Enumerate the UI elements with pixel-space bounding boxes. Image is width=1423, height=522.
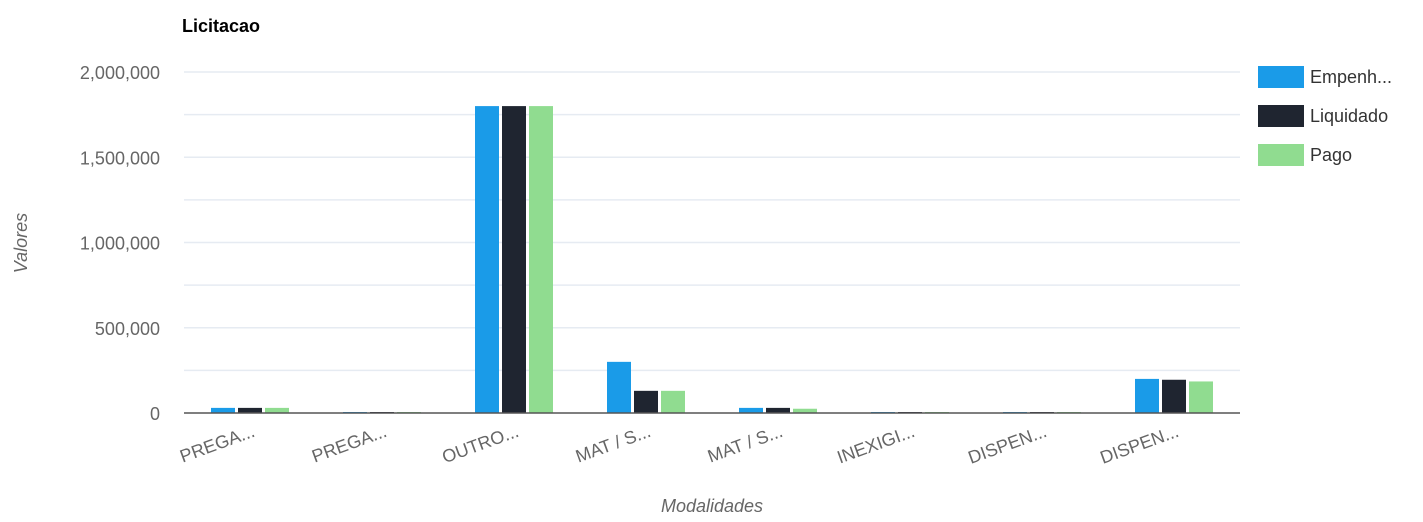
bar[interactable] (1135, 378, 1159, 413)
y-tick-label: 1,000,000 (80, 234, 160, 254)
x-tick-label: MAT / S... (705, 421, 785, 467)
grid-lines (184, 71, 1240, 372)
chart-title: Licitacao (182, 16, 260, 36)
bar[interactable] (634, 390, 658, 413)
bar[interactable] (739, 407, 763, 413)
legend-label[interactable]: Empenh... (1310, 67, 1392, 87)
bar[interactable] (502, 106, 526, 413)
x-tick-label: MAT / S... (573, 421, 653, 467)
legend: Empenh... Liquidado Pago (1258, 66, 1392, 166)
y-tick-label: 1,500,000 (80, 148, 160, 168)
bar[interactable] (1189, 381, 1213, 413)
legend-swatch (1258, 66, 1304, 88)
bars (211, 106, 1213, 413)
bar[interactable] (1162, 379, 1186, 413)
bar[interactable] (475, 106, 499, 413)
y-tick-label: 500,000 (95, 319, 160, 339)
legend-swatch (1258, 144, 1304, 166)
bar[interactable] (265, 407, 289, 413)
y-tick-label: 2,000,000 (80, 63, 160, 83)
legend-label[interactable]: Pago (1310, 145, 1352, 165)
bar[interactable] (607, 361, 631, 413)
x-axis-categories: PREGA... PREGA... OUTRO... MAT / S... MAT / … (177, 421, 1181, 468)
bar[interactable] (238, 407, 262, 413)
y-axis-ticks: 0 500,000 1,000,000 1,500,000 2,000,000 (80, 63, 160, 424)
bar[interactable] (211, 407, 235, 413)
legend-swatch (1258, 105, 1304, 127)
x-tick-label: PREGA... (309, 421, 389, 466)
bar[interactable] (766, 407, 790, 413)
bar[interactable] (661, 390, 685, 413)
x-tick-label: INEXIGI... (834, 421, 917, 468)
x-tick-label: DISPEN... (1097, 421, 1181, 468)
x-tick-label: PREGA... (177, 421, 257, 466)
y-axis-title: Valores (11, 213, 31, 273)
y-tick-label: 0 (150, 404, 160, 424)
bar[interactable] (529, 106, 553, 413)
x-tick-label: OUTRO... (439, 421, 521, 467)
legend-label[interactable]: Liquidado (1310, 106, 1388, 126)
x-axis-title: Modalidades (661, 496, 763, 516)
x-tick-label: DISPEN... (965, 421, 1049, 468)
bar[interactable] (793, 408, 817, 413)
